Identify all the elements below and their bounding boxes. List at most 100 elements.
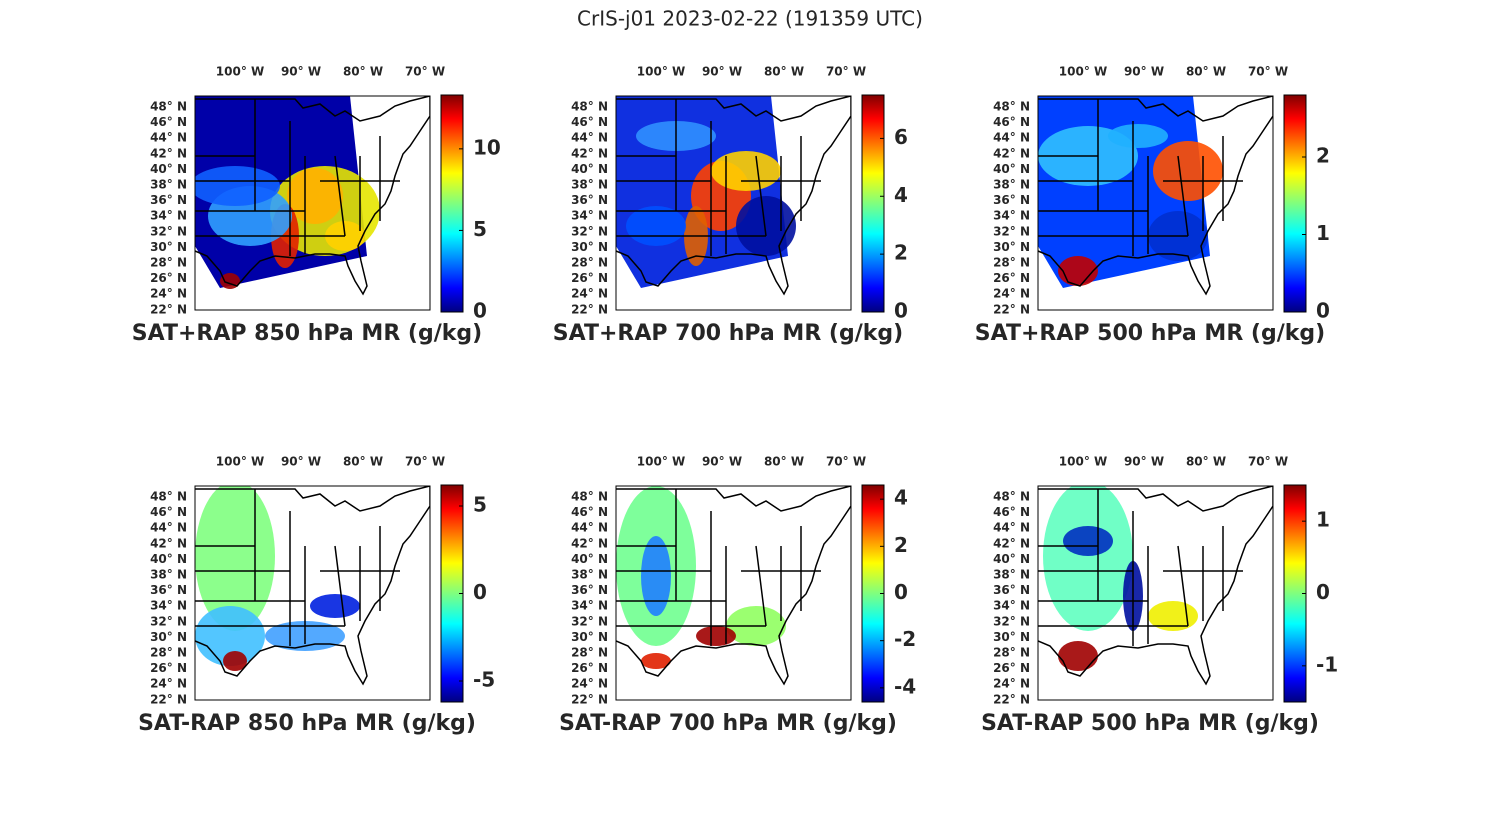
map-frame	[1037, 95, 1274, 311]
lat-label: 40° N	[993, 552, 1030, 566]
data-region	[195, 606, 265, 666]
lat-label: 42° N	[571, 146, 608, 160]
data-region	[287, 168, 343, 224]
lon-label: 100° W	[216, 455, 264, 469]
lat-label: 38° N	[571, 568, 608, 582]
map-frame	[615, 95, 852, 311]
lat-label: 46° N	[993, 115, 1030, 129]
panel-title: SAT-RAP 850 hPa MR (g/kg)	[138, 711, 476, 736]
lat-label: 28° N	[571, 256, 608, 270]
map-frame	[1037, 485, 1274, 701]
lat-label: 36° N	[150, 193, 187, 207]
lat-label: 22° N	[150, 302, 187, 316]
lat-label: 42° N	[571, 536, 608, 550]
data-region	[310, 594, 360, 618]
map-panel: 48° N46° N 44° N42° N 40° N 38° N36° N 34° N…	[559, 455, 916, 737]
data-region	[641, 653, 671, 669]
lon-label: 90° W	[281, 455, 321, 469]
lat-label: 30° N	[150, 630, 187, 644]
state-borders	[1038, 99, 1243, 256]
lat-label: 42° N	[150, 146, 187, 160]
coastline	[1038, 486, 1273, 686]
lat-label: 24° N	[150, 677, 187, 691]
lat-label: 22° N	[571, 692, 608, 706]
data-region	[1153, 141, 1223, 201]
lat-label: 40° N	[993, 162, 1030, 176]
lat-label: 24° N	[571, 677, 608, 691]
data-region	[195, 166, 280, 206]
lon-label: 100° W	[216, 65, 264, 79]
colorbar-tick-label: 0	[473, 299, 487, 323]
lat-label: 40° N	[150, 162, 187, 176]
lat-label: 30° N	[993, 240, 1030, 254]
lat-label: 24° N	[993, 287, 1030, 301]
panel-title: SAT-RAP 700 hPa MR (g/kg)	[559, 711, 897, 736]
colorbar-tick-label: 0	[1316, 299, 1330, 323]
lat-label: 34° N	[150, 599, 187, 613]
lat-label: 32° N	[571, 224, 608, 238]
map-panel: 48° N46° N 44° N42° N 40° N 38° N36° N 34° N…	[553, 65, 908, 347]
colorbar-tick-label: 0	[894, 580, 908, 604]
lat-label: 48° N	[150, 490, 187, 504]
lon-label: 80° W	[764, 65, 804, 79]
lat-label: 46° N	[571, 115, 608, 129]
lon-label: 70° W	[826, 455, 866, 469]
state-borders	[195, 99, 400, 256]
lat-label: 34° N	[993, 599, 1030, 613]
state-borders	[195, 489, 400, 646]
colorbar-tick-label: 2	[1316, 144, 1330, 168]
lat-label: 24° N	[993, 677, 1030, 691]
colorbar	[440, 94, 464, 313]
map	[1038, 96, 1273, 310]
lat-label: 26° N	[993, 271, 1030, 285]
lat-label: 28° N	[993, 256, 1030, 270]
lat-label: 44° N	[993, 521, 1030, 535]
colorbar-tick-label: -1	[1316, 652, 1338, 676]
lat-label: 34° N	[150, 209, 187, 223]
lon-label: 70° W	[405, 455, 445, 469]
lat-label: 32° N	[993, 224, 1030, 238]
lat-label: 36° N	[993, 583, 1030, 597]
lat-label: 44° N	[571, 131, 608, 145]
lat-label: 26° N	[993, 661, 1030, 675]
lat-label: 48° N	[150, 100, 187, 114]
lat-label: 38° N	[993, 568, 1030, 582]
lon-label: 90° W	[702, 455, 742, 469]
lat-label: 30° N	[571, 630, 608, 644]
lon-label: 90° W	[1124, 65, 1164, 79]
panel-title: SAT+RAP 500 hPa MR (g/kg)	[975, 321, 1325, 346]
map	[195, 96, 430, 310]
lat-label: 48° N	[571, 490, 608, 504]
lon-label: 70° W	[826, 65, 866, 79]
colorbar	[861, 94, 885, 313]
data-region	[1108, 124, 1168, 148]
colorbar-tick-label: 4	[894, 183, 908, 207]
map-frame	[194, 485, 431, 701]
colorbar-tick-label: 1	[1316, 508, 1330, 532]
lon-label: 70° W	[1248, 455, 1288, 469]
lat-label: 32° N	[571, 614, 608, 628]
figure-title: CrIS-j01 2023-02-22 (191359 UTC)	[577, 7, 923, 31]
panel-title: SAT+RAP 700 hPa MR (g/kg)	[553, 321, 903, 346]
data-region	[696, 626, 736, 646]
lat-label: 38° N	[150, 568, 187, 582]
lat-label: 46° N	[993, 505, 1030, 519]
lat-label: 30° N	[571, 240, 608, 254]
map	[195, 486, 430, 700]
lon-label: 90° W	[281, 65, 321, 79]
lat-label: 38° N	[571, 178, 608, 192]
lat-label: 22° N	[571, 302, 608, 316]
lat-label: 32° N	[150, 614, 187, 628]
lat-label: 48° N	[993, 490, 1030, 504]
colorbar-tick-label: 4	[894, 486, 908, 510]
lat-label: 22° N	[993, 302, 1030, 316]
lat-label: 38° N	[150, 178, 187, 192]
colorbar-tick-label: -2	[894, 627, 916, 651]
panel-title: SAT-RAP 500 hPa MR (g/kg)	[981, 711, 1319, 736]
colorbar-tick-label: 0	[894, 299, 908, 323]
map-frame	[194, 95, 431, 311]
colorbar-tick-label: 10	[473, 135, 501, 159]
lat-label: 38° N	[993, 178, 1030, 192]
lat-label: 40° N	[571, 552, 608, 566]
state-borders	[616, 489, 821, 646]
